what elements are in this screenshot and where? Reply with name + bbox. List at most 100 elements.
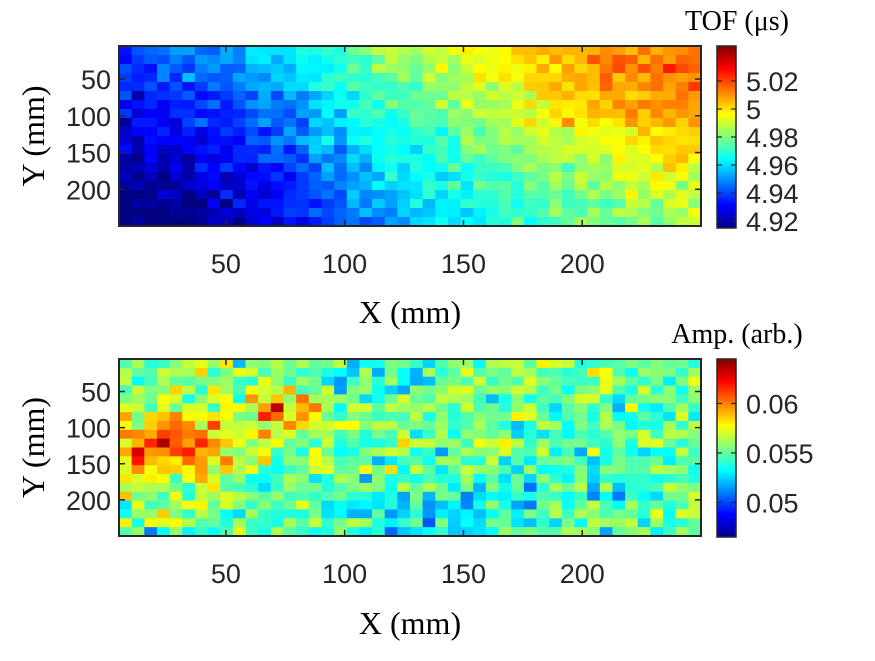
heatmap-cell [119, 73, 133, 83]
colorbar-tick-label: 5 [746, 95, 761, 125]
heatmap-cell [308, 172, 323, 182]
heatmap-cell [232, 181, 247, 191]
heatmap-cell [156, 217, 171, 227]
heatmap-cell [321, 82, 335, 92]
heatmap-cell [498, 491, 512, 502]
heatmap-cell [688, 465, 702, 475]
heatmap-cell [131, 91, 145, 101]
heatmap-cell [144, 73, 158, 83]
heatmap-cell [334, 208, 348, 218]
heatmap-cell [536, 154, 550, 164]
heatmap-cell [397, 412, 411, 422]
heatmap-cell [308, 385, 323, 395]
heatmap-cell [283, 509, 297, 519]
heatmap-cell [182, 154, 196, 164]
heatmap-cell [574, 208, 588, 218]
heatmap-cell [587, 527, 601, 537]
heatmap-cell [119, 91, 133, 101]
heatmap-cell [561, 109, 576, 119]
heatmap-cell [384, 127, 398, 137]
heatmap-cell [574, 420, 588, 431]
heatmap-cell [511, 412, 525, 422]
heatmap-cell [182, 109, 196, 119]
heatmap-cell [334, 412, 348, 422]
heatmap-cell [637, 465, 651, 475]
heatmap-cell [410, 385, 424, 395]
heatmap-cell [549, 145, 563, 155]
heatmap-cell [675, 100, 689, 110]
heatmap-cell [258, 73, 272, 83]
heatmap-cell [637, 199, 651, 209]
heatmap-cell [599, 154, 614, 164]
heatmap-cell [447, 109, 462, 119]
heatmap-cell [511, 208, 525, 218]
heatmap-cell [574, 367, 588, 378]
heatmap-cell [523, 394, 538, 404]
heatmap-cell [637, 394, 651, 404]
heatmap-cell [688, 429, 702, 440]
heatmap-cell [473, 509, 487, 519]
heatmap-cell [397, 208, 411, 218]
heatmap-cell [296, 420, 310, 431]
heatmap-cell [523, 482, 538, 493]
heatmap-cell [220, 367, 234, 378]
heatmap-cell [675, 474, 689, 484]
heatmap-cell [220, 82, 234, 92]
heatmap-cell [169, 109, 183, 119]
heatmap-cell [169, 181, 183, 191]
heatmap-cell [625, 447, 639, 457]
heatmap-cell [536, 100, 550, 110]
heatmap-cell [663, 385, 677, 395]
heatmap-cell [435, 217, 449, 227]
heatmap-cell [549, 73, 563, 83]
heatmap-cell [460, 109, 474, 119]
heatmap-cell [321, 64, 335, 74]
heatmap-cell [334, 154, 348, 164]
heatmap-cell [549, 474, 563, 484]
heatmap-cell [523, 190, 538, 200]
heatmap-cell [334, 474, 348, 484]
heatmap-cell [485, 217, 500, 227]
heatmap-cell [232, 127, 247, 137]
heatmap-cell [650, 438, 664, 449]
heatmap-cell [384, 118, 398, 128]
heatmap-cell [599, 109, 614, 119]
heatmap-cell [625, 456, 639, 466]
heatmap-cell [485, 181, 500, 191]
heatmap-cell [156, 82, 171, 92]
heatmap-cell [675, 482, 689, 493]
heatmap-cell [511, 217, 525, 227]
heatmap-cell [549, 181, 563, 191]
heatmap-cell [561, 482, 576, 493]
heatmap-cell [574, 447, 588, 457]
heatmap-cell [245, 359, 259, 369]
heatmap-cell [194, 109, 209, 119]
heatmap-cell [194, 420, 209, 431]
heatmap-cell [511, 438, 525, 449]
heatmap-cell [207, 73, 221, 83]
heatmap-cell [523, 154, 538, 164]
heatmap-cell [650, 491, 664, 502]
heatmap-cell [435, 527, 449, 537]
heatmap-cell [688, 55, 702, 65]
heatmap-cell [397, 46, 411, 56]
heatmap-cell [156, 172, 171, 182]
heatmap-cell [397, 55, 411, 65]
heatmap-cell [663, 82, 677, 92]
heatmap-cell [625, 376, 639, 387]
heatmap-cell [144, 91, 158, 101]
heatmap-cell [308, 208, 323, 218]
heatmap-cell [372, 420, 386, 431]
heatmap-cell [296, 376, 310, 387]
heatmap-cell [283, 385, 297, 395]
heatmap-cell [435, 509, 449, 519]
heatmap-cell [561, 127, 576, 137]
heatmap-cell [131, 73, 145, 83]
heatmap-cell [270, 438, 285, 449]
heatmap-cell [182, 118, 196, 128]
heatmap-cell [410, 199, 424, 209]
heatmap-cell [232, 109, 247, 119]
heatmap-cell [536, 127, 550, 137]
heatmap-cell [625, 482, 639, 493]
heatmap-cell [536, 359, 550, 369]
